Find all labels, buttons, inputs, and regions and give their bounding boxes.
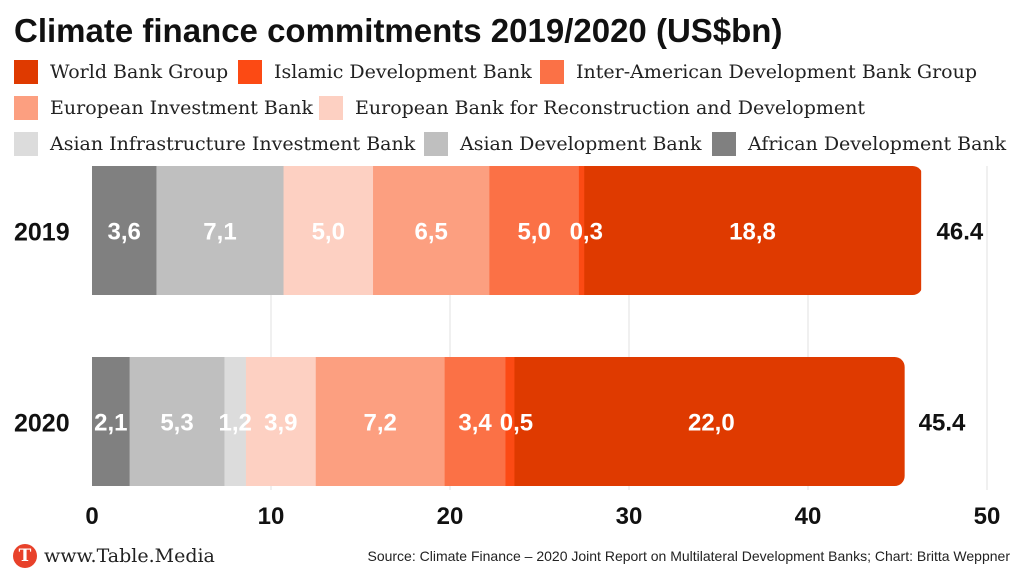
legend-swatch (238, 60, 262, 84)
bar-segment (245, 357, 317, 486)
data-label: 0,3 (570, 219, 603, 246)
data-label: 3,4 (458, 410, 492, 437)
bar-segment (578, 166, 585, 295)
data-label: 3,6 (108, 219, 141, 246)
bar-segment (129, 357, 225, 486)
data-label: 22,0 (688, 410, 735, 437)
legend-swatch (14, 96, 38, 120)
data-label: 7,1 (203, 219, 236, 246)
x-tick-label: 30 (616, 503, 643, 530)
total-label: 45.4 (919, 410, 966, 437)
bar-segment (315, 357, 446, 486)
x-tick-label: 40 (795, 503, 822, 530)
bar-segment (373, 166, 490, 295)
legend-swatch (14, 60, 38, 84)
category-label: 2020 (14, 410, 70, 438)
bar-segment (92, 357, 130, 486)
data-label: 0,5 (500, 410, 533, 437)
legend-label: Asian Development Bank (460, 133, 702, 155)
chart-title: Climate finance commitments 2019/2020 (U… (14, 12, 783, 49)
data-label: 5,3 (160, 410, 193, 437)
total-label: 46.4 (937, 219, 984, 246)
x-tick-label: 20 (437, 503, 464, 530)
bar-segment (514, 357, 905, 486)
legend-label: Islamic Development Bank (274, 61, 532, 83)
footer-site-url: www.Table.Media (44, 545, 215, 567)
x-tick-label: 50 (974, 503, 1001, 530)
data-label: 5,0 (517, 219, 550, 246)
bar-segment (444, 357, 506, 486)
legend-label: Asian Infrastructure Investment Bank (50, 133, 416, 155)
legend-label: Inter-American Development Bank Group (576, 61, 977, 83)
legend-swatch (319, 96, 343, 120)
x-tick-label: 10 (258, 503, 285, 530)
data-label: 5,0 (312, 219, 345, 246)
bar-segment (505, 357, 515, 486)
data-label: 6,5 (415, 219, 448, 246)
legend-swatch (14, 132, 38, 156)
bar-segment (224, 357, 247, 486)
data-label: 2,1 (94, 410, 127, 437)
legend-label: World Bank Group (50, 61, 229, 83)
table-media-logo-icon: T (13, 544, 37, 568)
bar-segment (92, 166, 157, 295)
legend-label: European Investment Bank (50, 97, 313, 119)
bar-group-2020 (92, 357, 905, 486)
bar-segment (584, 166, 922, 295)
legend-label: African Development Bank (748, 133, 1007, 155)
legend-swatch (712, 132, 736, 156)
bar-segment (156, 166, 284, 295)
bar-segment (283, 166, 374, 295)
bar-group-2019 (92, 166, 922, 295)
bar-segment (489, 166, 580, 295)
legend-swatch (424, 132, 448, 156)
legend-label: European Bank for Reconstruction and Dev… (355, 97, 865, 119)
footer-source: Source: Climate Finance – 2020 Joint Rep… (367, 548, 1010, 564)
x-tick-label: 0 (85, 503, 98, 530)
category-label: 2019 (14, 219, 70, 247)
data-label: 1,2 (219, 410, 252, 437)
data-label: 3,9 (264, 410, 297, 437)
legend-swatch (540, 60, 564, 84)
data-label: 18,8 (729, 219, 776, 246)
data-label: 7,2 (364, 410, 397, 437)
